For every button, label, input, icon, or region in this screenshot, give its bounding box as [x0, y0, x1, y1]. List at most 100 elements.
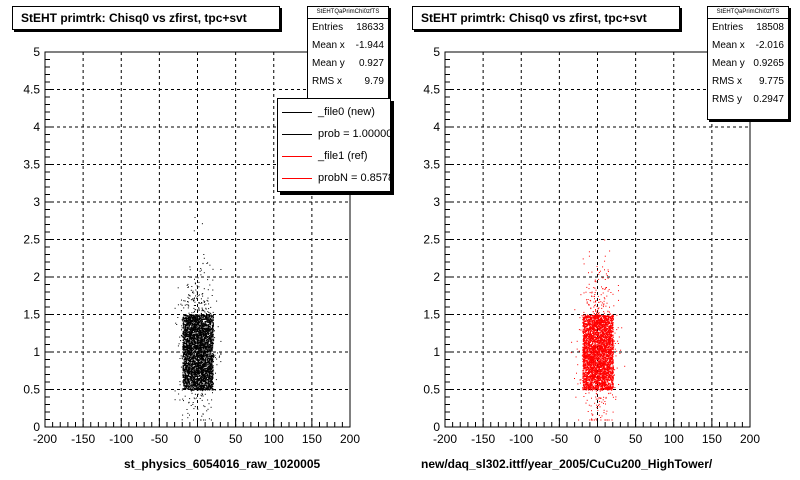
- left-data-point: [184, 300, 186, 302]
- left-data-point: [187, 326, 189, 328]
- right-data-point: [611, 389, 613, 391]
- left-data-point: [187, 388, 189, 390]
- left-data-point: [211, 380, 213, 382]
- left-data-point: [207, 321, 209, 323]
- left-data-point: [193, 363, 196, 365]
- left-data-point: [181, 299, 182, 301]
- left-data-point: [210, 388, 212, 390]
- left-data-point: [211, 377, 213, 379]
- left-data-point: [199, 349, 201, 351]
- left-data-point: [187, 354, 189, 356]
- left-data-point: [182, 346, 184, 348]
- right-data-point: [604, 330, 606, 332]
- right-data-point: [597, 376, 599, 378]
- left-data-point: [199, 344, 201, 346]
- left-data-point: [203, 388, 205, 391]
- left-data-point: [184, 369, 186, 371]
- left-data-point: [199, 334, 201, 336]
- left-data-point: [201, 367, 204, 369]
- left-data-point: [186, 340, 188, 342]
- left-data-point: [185, 336, 187, 338]
- left-data-point: [202, 344, 204, 346]
- left-data-point: [198, 385, 200, 387]
- left-data-point: [212, 335, 214, 338]
- left-data-point: [187, 378, 189, 380]
- right-data-point: [612, 318, 614, 320]
- left-data-point: [211, 328, 213, 330]
- left-data-point: [203, 339, 205, 341]
- left-data-point: [191, 385, 193, 387]
- left-data-point: [210, 346, 212, 348]
- left-data-point: [220, 361, 222, 363]
- right-data-point: [611, 338, 613, 340]
- right-data-point: [587, 333, 589, 336]
- left-data-point: [189, 383, 191, 385]
- left-data-point: [187, 276, 189, 278]
- left-data-point: [190, 341, 192, 343]
- right-data-point: [605, 350, 607, 352]
- left-data-point: [193, 368, 194, 370]
- left-data-point: [186, 382, 188, 384]
- left-data-point: [205, 377, 207, 379]
- left-data-point: [195, 305, 196, 306]
- left-data-point: [185, 373, 187, 376]
- left-data-point: [206, 314, 207, 315]
- left-data-point: [199, 367, 201, 369]
- left-data-point: [207, 336, 209, 338]
- right-data-point: [583, 319, 585, 321]
- left-data-point: [201, 374, 203, 376]
- right-data-point: [587, 358, 589, 361]
- left-data-point: [212, 324, 214, 327]
- left-data-point: [188, 350, 190, 352]
- left-data-point: [190, 335, 192, 337]
- left-data-point: [205, 308, 207, 310]
- left-data-point: [212, 361, 214, 363]
- left-data-point: [200, 328, 202, 330]
- right-data-point: [596, 330, 598, 332]
- right-data-point: [611, 348, 613, 350]
- left-data-point: [203, 375, 205, 377]
- left-data-point: [187, 357, 189, 359]
- left-data-point: [207, 326, 209, 328]
- left-data-point: [188, 305, 190, 307]
- left-data-point: [183, 364, 185, 367]
- left-data-point: [210, 369, 212, 371]
- left-data-point: [193, 323, 195, 325]
- left-data-point: [214, 337, 216, 339]
- left-data-point: [190, 331, 192, 333]
- left-data-point: [212, 385, 214, 387]
- left-data-point: [209, 320, 211, 322]
- left-data-point: [204, 322, 206, 324]
- left-data-point: [188, 382, 190, 384]
- left-data-point: [206, 368, 208, 369]
- left-data-point: [210, 406, 212, 408]
- left-data-point: [209, 372, 211, 374]
- right-data-point: [586, 388, 588, 390]
- left-data-point: [199, 382, 201, 384]
- left-data-point: [202, 318, 204, 320]
- left-data-point: [183, 321, 185, 323]
- left-data-point: [205, 356, 207, 358]
- left-data-point: [191, 312, 193, 314]
- left-data-point: [209, 312, 211, 314]
- left-data-point: [209, 358, 211, 360]
- left-data-point: [183, 400, 184, 402]
- left-data-point: [185, 352, 187, 354]
- left-data-point: [196, 355, 198, 357]
- left-data-point: [192, 355, 194, 358]
- left-data-point: [183, 349, 185, 351]
- left-data-point: [184, 342, 187, 344]
- left-data-point: [185, 358, 187, 360]
- left-data-point: [180, 340, 182, 342]
- left-data-point: [192, 324, 194, 326]
- left-data-point: [195, 368, 197, 370]
- left-data-point: [207, 355, 209, 357]
- left-data-point: [202, 323, 204, 325]
- right-data-point: [603, 387, 605, 389]
- left-data-point: [191, 315, 193, 317]
- left-data-point: [206, 364, 208, 367]
- left-data-point: [191, 378, 193, 380]
- left-data-point: [210, 386, 212, 388]
- right-data-point: [602, 334, 604, 336]
- left-data-point: [190, 364, 193, 366]
